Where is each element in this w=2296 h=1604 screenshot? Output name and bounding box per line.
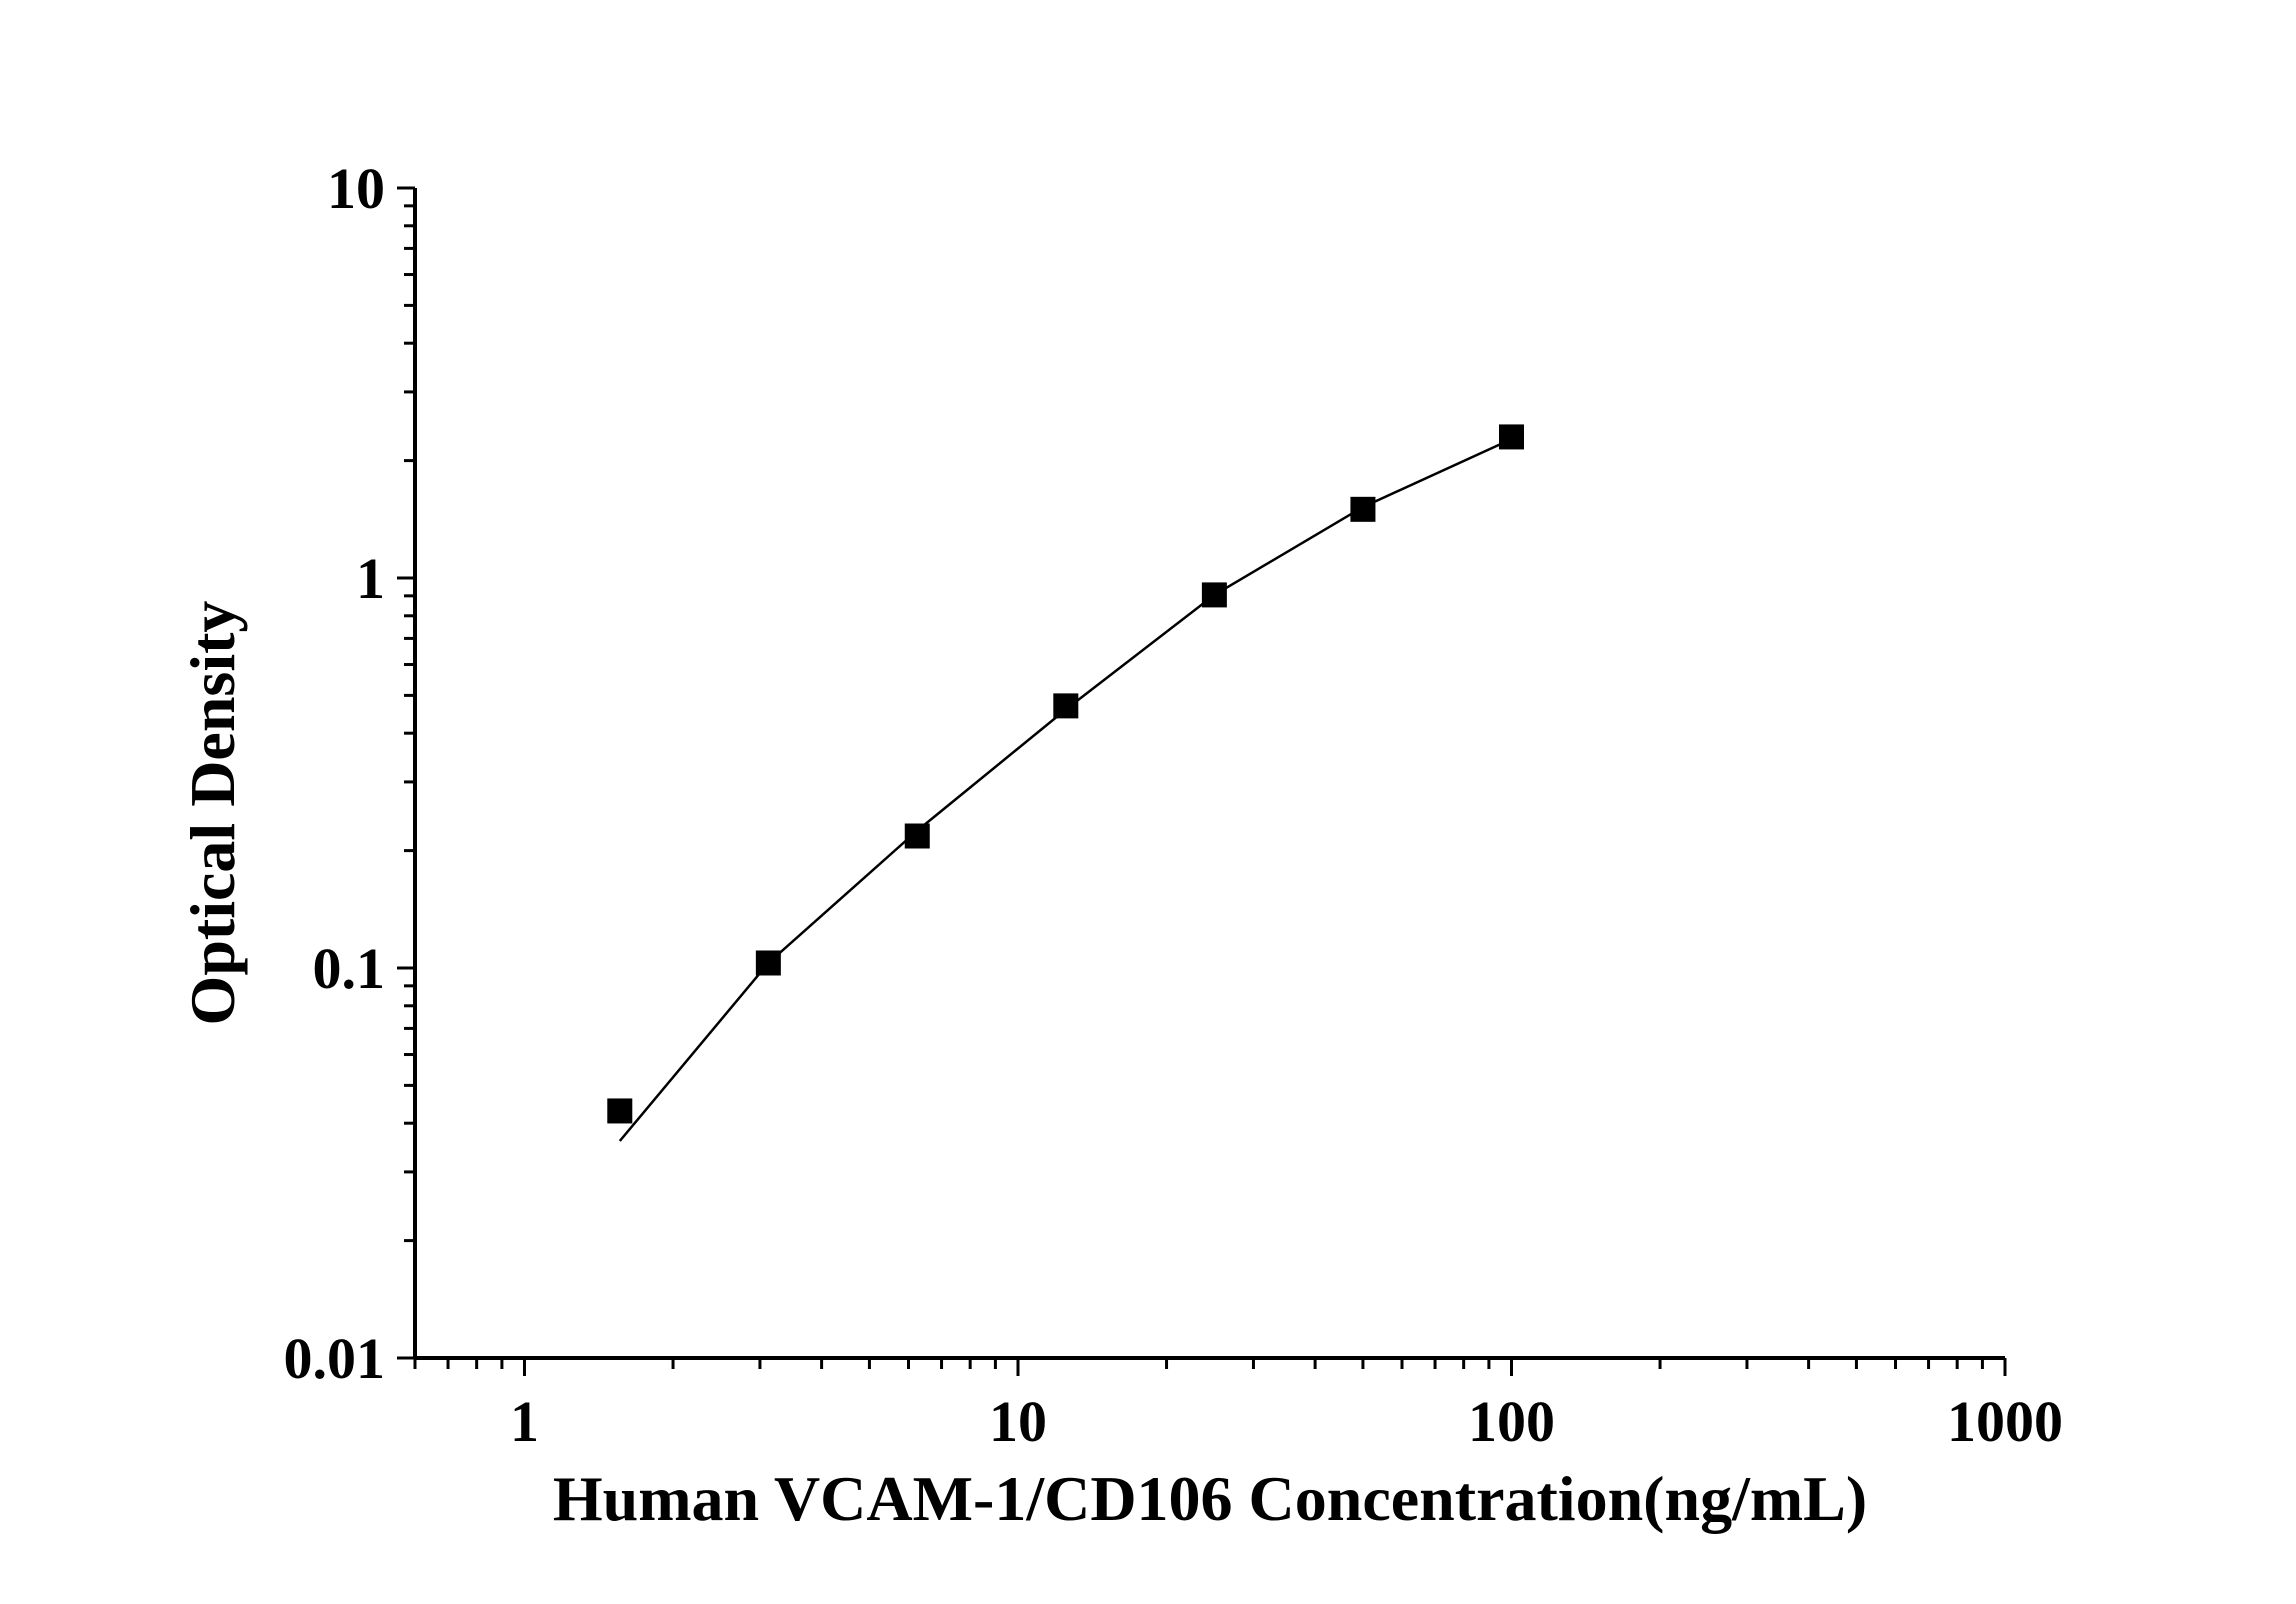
y-axis-title: Optical Density xyxy=(177,601,248,1026)
tick-labels: 1 10 100 1000 0.01 0.1 1 10 xyxy=(284,156,2064,1454)
x-tick-label: 10 xyxy=(989,1389,1047,1454)
fit-curve xyxy=(618,437,1513,1142)
data-point xyxy=(755,950,781,976)
data-point xyxy=(1498,424,1524,450)
y-tick-label: 0.1 xyxy=(313,936,386,1001)
data-points xyxy=(607,424,1524,1124)
data-point xyxy=(1053,693,1079,719)
ticks xyxy=(397,186,2007,1376)
data-point xyxy=(1350,496,1376,522)
y-tick-label: 10 xyxy=(327,156,385,221)
data-point xyxy=(607,1098,633,1124)
x-tick-label: 100 xyxy=(1468,1389,1555,1454)
x-tick-label: 1 xyxy=(510,1389,539,1454)
data-point xyxy=(1201,582,1227,608)
x-axis-title: Human VCAM-1/CD106 Concentration(ng/mL) xyxy=(553,1463,1867,1534)
data-point xyxy=(904,823,930,849)
y-tick-label: 0.01 xyxy=(284,1326,386,1391)
y-tick-label: 1 xyxy=(356,546,385,611)
axes xyxy=(413,188,2005,1360)
x-tick-label: 1000 xyxy=(1947,1389,2063,1454)
